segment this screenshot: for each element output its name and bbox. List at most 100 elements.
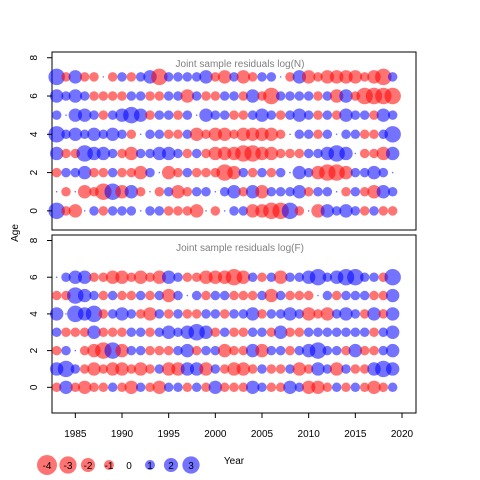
residual-bubble-logN-age2-2003: [238, 167, 249, 178]
residual-bubble-logF-age6-1993: [145, 272, 155, 282]
residual-bubble-logF-age2-1993: [145, 345, 155, 356]
residual-bubble-logN-age7-2002: [229, 72, 239, 82]
residual-bubble-logF-age5-2007: [275, 290, 286, 301]
residual-bubble-logF-age4-2011: [313, 309, 323, 319]
residual-bubble-logN-age5-1995: [163, 110, 174, 120]
residual-bubble-logN-age5-2003: [238, 110, 249, 120]
residual-bubble-logF-age3-1986: [79, 327, 90, 338]
residual-bubble-logN-age1-2012: [322, 186, 333, 197]
residual-bubble-logF-age6-2012: [322, 272, 333, 282]
y-axis-logF: 0 2 4 6 8: [29, 237, 52, 390]
residual-bubble-logF-age6-1989: [105, 270, 120, 284]
residual-bubble-logF-age1-1995: [161, 362, 176, 376]
residual-bubble-logN-age3-1999: [201, 148, 211, 159]
residual-bubble-logN-age6-1988: [98, 91, 109, 101]
residual-bubble-logF-age2-2009: [294, 345, 305, 356]
residual-bubble-logF-age6-1995: [161, 270, 176, 284]
residual-bubble-logN-age1-1985: [74, 190, 77, 193]
residual-bubble-logN-age2-1987: [89, 167, 99, 178]
residual-bubble-logF-age5-2014: [341, 290, 351, 301]
residual-bubble-logF-age0-2000: [208, 380, 223, 395]
residual-bubble-logN-age1-2014: [341, 186, 351, 197]
residual-bubble-logF-age5-1983: [51, 290, 62, 301]
residual-bubble-logN-age3-2010: [303, 148, 314, 159]
residual-bubble-logF-age2-2003: [238, 345, 249, 356]
residual-bubble-logN-age2-2019: [391, 171, 394, 174]
residual-bubble-logF-age3-2019: [385, 325, 400, 339]
residual-bubble-logN-age4-2008: [289, 133, 291, 136]
residual-bubble-logN-age3-2006: [264, 146, 279, 161]
residual-bubble-logN-age6-1991: [126, 91, 137, 101]
residual-bubble-logN-age3-2007: [275, 148, 286, 159]
residual-bubble-logN-age3-1991: [124, 146, 139, 161]
residual-bubble-logF-age6-2003: [236, 270, 251, 284]
residual-bubble-logF-age4-2012: [320, 307, 335, 321]
residual-bubble-logF-age4-1990: [115, 307, 129, 321]
residual-bubble-logF-age2-1985: [74, 349, 77, 352]
residual-bubble-logN-age7-1991: [126, 72, 137, 82]
residual-bubble-logF-age3-1988: [98, 327, 109, 338]
residual-bubble-logF-age4-1993: [143, 307, 157, 321]
residual-bubble-logN-age2-2016: [359, 167, 370, 178]
residual-bubble-logF-age4-1983: [49, 307, 64, 321]
residual-bubble-logN-age1-2010: [303, 186, 314, 197]
residual-bubble-logN-age4-2009: [294, 129, 305, 140]
x-tick-label-1995: 1995: [158, 429, 181, 440]
residual-bubble-logF-age3-2009: [294, 327, 305, 338]
residual-bubble-logF-age6-2000: [208, 270, 223, 284]
residual-bubble-logN-age6-1993: [145, 91, 155, 101]
residual-bubble-logF-age3-1984: [61, 327, 71, 338]
y-axis-logN: 0 2 4 6 8: [29, 55, 52, 214]
residual-bubble-logF-age2-2007: [275, 345, 286, 356]
residual-bubble-logF-age4-2008: [283, 307, 297, 321]
residual-bubble-logN-age0-2009: [294, 206, 305, 216]
residual-bubble-logF-age4-2004: [245, 307, 260, 321]
residual-bubble-logF-age3-1995: [161, 325, 176, 339]
panel-residuals-logN: Joint sample residuals log(N) 0 2 4 6 8: [29, 51, 417, 231]
residual-bubble-logF-age5-2011: [317, 294, 319, 297]
legend-bubble-3: [182, 456, 200, 474]
residual-bubble-logN-age0-1990: [117, 206, 127, 216]
residual-bubble-logF-age3-1991: [126, 327, 137, 338]
residual-bubble-logN-age0-1986: [83, 210, 86, 212]
residual-bubble-logF-age5-2003: [238, 290, 249, 301]
residual-bubble-logN-age7-1988: [102, 76, 105, 78]
residual-bubble-logN-age0-1985: [68, 204, 83, 218]
residual-bubble-logF-age3-2011: [313, 327, 323, 338]
residual-bubble-logF-age0-2011: [311, 380, 325, 395]
residual-bubble-logF-age3-1990: [117, 327, 127, 338]
residual-bubble-logF-age6-2005: [257, 272, 267, 282]
residual-bubble-logF-age4-1996: [173, 309, 183, 319]
residual-bubble-logF-age4-2001: [219, 309, 230, 319]
residual-bubble-logN-age3-1995: [161, 146, 176, 161]
residual-bubble-logF-age1-2000: [210, 364, 221, 374]
residual-bubble-logF-age1-1998: [189, 362, 204, 376]
residual-bubble-logN-age1-2019: [387, 186, 398, 197]
residual-bubble-logN-age0-1999: [205, 210, 207, 212]
residual-bubble-logN-age7-1986: [79, 72, 90, 82]
residual-bubble-logF-age3-1993: [145, 327, 155, 338]
residual-bubble-logF-age5-1991: [126, 290, 137, 301]
y-tick-label-logF-0: 0: [29, 384, 40, 390]
residual-bubble-logN-age5-2006: [266, 110, 277, 120]
residual-bubble-logN-age4-2006: [264, 127, 279, 142]
residual-bubble-logF-age3-2003: [238, 327, 249, 338]
residual-bubble-logN-age1-2000: [214, 190, 217, 193]
residual-bubble-logF-age5-1998: [191, 290, 202, 301]
residual-bubble-logN-age1-2002: [227, 185, 241, 199]
residual-bubble-logN-age7-2010: [301, 70, 316, 84]
residual-bubble-logN-age7-2008: [285, 72, 295, 82]
residual-bubble-logN-age4-1984: [61, 129, 71, 140]
residual-bubble-logN-age4-1999: [201, 129, 211, 140]
residual-bubble-logF-age2-2018: [378, 345, 389, 356]
residual-bubble-logN-age4-1991: [126, 129, 137, 140]
residual-bubble-logF-age6-1992: [133, 270, 148, 284]
residual-bubble-logF-age3-1985: [70, 327, 81, 338]
residual-bubble-logN-age0-1994: [154, 206, 165, 216]
residual-bubble-logF-age3-2014: [341, 327, 351, 338]
residual-bubble-logF-age0-2016: [359, 382, 370, 393]
y-axis-label: Age: [10, 224, 21, 242]
residual-bubble-logN-age1-2013: [335, 190, 338, 193]
legend-label--2: -2: [84, 461, 93, 472]
residual-bubble-logF-age0-2018: [378, 382, 389, 393]
